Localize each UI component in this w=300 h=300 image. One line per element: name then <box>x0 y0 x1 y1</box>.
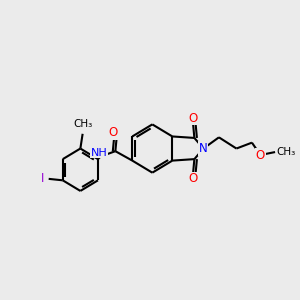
Text: I: I <box>41 172 45 185</box>
Text: O: O <box>108 126 117 140</box>
Text: NH: NH <box>91 148 108 158</box>
Text: O: O <box>256 148 265 161</box>
Text: CH₃: CH₃ <box>277 147 296 157</box>
Text: O: O <box>188 112 198 125</box>
Text: N: N <box>199 142 208 155</box>
Text: CH₃: CH₃ <box>73 118 92 128</box>
Text: O: O <box>188 172 198 185</box>
